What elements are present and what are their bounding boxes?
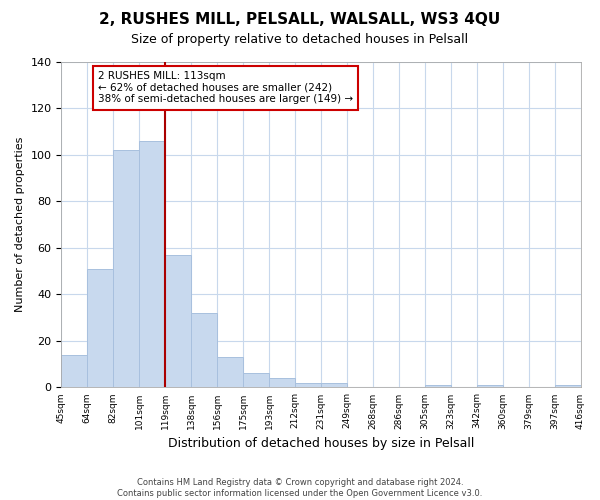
- Bar: [321, 383, 347, 388]
- Bar: [269, 378, 295, 388]
- Bar: [113, 150, 139, 388]
- Bar: [554, 385, 581, 388]
- Bar: [139, 140, 165, 388]
- Bar: [295, 383, 321, 388]
- Bar: [476, 385, 503, 388]
- Bar: [61, 355, 88, 388]
- Bar: [425, 385, 451, 388]
- Text: 2 RUSHES MILL: 113sqm
← 62% of detached houses are smaller (242)
38% of semi-det: 2 RUSHES MILL: 113sqm ← 62% of detached …: [98, 72, 353, 104]
- Text: Size of property relative to detached houses in Pelsall: Size of property relative to detached ho…: [131, 32, 469, 46]
- Text: Contains HM Land Registry data © Crown copyright and database right 2024.
Contai: Contains HM Land Registry data © Crown c…: [118, 478, 482, 498]
- X-axis label: Distribution of detached houses by size in Pelsall: Distribution of detached houses by size …: [168, 437, 474, 450]
- Bar: [88, 268, 113, 388]
- Bar: [217, 357, 243, 388]
- Bar: [165, 254, 191, 388]
- Bar: [191, 313, 217, 388]
- Y-axis label: Number of detached properties: Number of detached properties: [15, 137, 25, 312]
- Bar: [243, 374, 269, 388]
- Text: 2, RUSHES MILL, PELSALL, WALSALL, WS3 4QU: 2, RUSHES MILL, PELSALL, WALSALL, WS3 4Q…: [100, 12, 500, 28]
